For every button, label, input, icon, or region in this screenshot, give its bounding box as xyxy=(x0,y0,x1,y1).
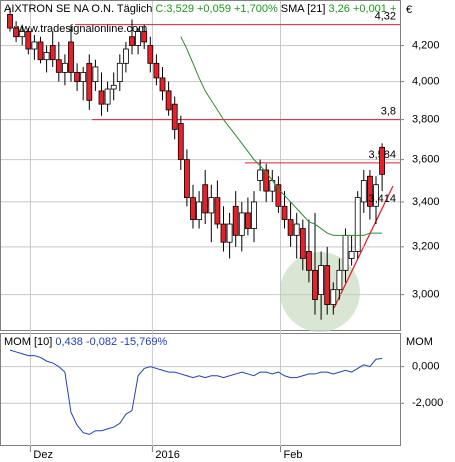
candle-body xyxy=(373,184,379,207)
candle-body xyxy=(318,265,325,296)
candle-body xyxy=(208,197,215,214)
candle-body xyxy=(135,31,142,46)
candle-body xyxy=(299,228,306,259)
candle-body xyxy=(244,212,251,229)
y-tick-label: 3,400 xyxy=(412,196,440,208)
sma-label: SMA [21] xyxy=(281,3,326,15)
candle-body xyxy=(312,269,318,300)
candle-body xyxy=(281,205,288,220)
candle-body xyxy=(379,146,386,175)
candle-body xyxy=(196,201,203,220)
level-label: 4,32 xyxy=(375,11,396,23)
title: AIXTRON SE NA O.N. Täglich xyxy=(4,3,152,15)
candle-body xyxy=(49,45,56,61)
candle-body xyxy=(43,52,50,61)
candle-body xyxy=(220,223,227,243)
x-tick-label: Feb xyxy=(284,449,303,461)
x-tick-label: Dez xyxy=(33,449,53,461)
candle-body xyxy=(348,251,355,259)
y-tick-label: 3,600 xyxy=(412,154,440,166)
candle-body xyxy=(202,184,209,214)
candle-body xyxy=(153,62,160,79)
candle-body xyxy=(159,77,166,92)
candle-body xyxy=(251,201,257,229)
candle-body xyxy=(342,234,349,271)
candle-body xyxy=(129,36,135,46)
mom-title: MOM [10] xyxy=(4,336,52,348)
y-tick-label: 3,000 xyxy=(412,289,440,301)
candle-body xyxy=(214,197,221,225)
level-label: 3,8 xyxy=(381,105,396,117)
y-tick-label: 3,200 xyxy=(412,241,440,253)
candle-body xyxy=(171,103,178,130)
candle-body xyxy=(336,269,343,291)
candle-body xyxy=(190,197,196,220)
candle-body xyxy=(31,41,38,50)
candle-body xyxy=(263,169,270,192)
y-tick-label: 4,000 xyxy=(412,76,440,88)
candle-body xyxy=(366,175,373,207)
candle-body xyxy=(104,88,111,105)
candle-body xyxy=(232,205,239,236)
candle-body xyxy=(92,66,99,83)
quote: C:3,529 +0,059 +1,700% xyxy=(155,3,278,15)
candle-body xyxy=(354,197,361,252)
mom-header: MOM [10] 0,438 -0,082 -15,769% xyxy=(4,336,167,348)
candle-body xyxy=(183,159,190,198)
candle-body xyxy=(37,41,44,61)
candle-body xyxy=(275,184,282,207)
candle-body xyxy=(80,72,87,83)
currency: € xyxy=(406,4,412,16)
candle-body xyxy=(147,45,154,64)
candle-body xyxy=(55,59,62,73)
series-line xyxy=(180,36,383,236)
candle-body xyxy=(74,72,80,83)
candle-body xyxy=(293,223,300,236)
trend-label: 3,414 xyxy=(368,193,396,205)
mom-axis-label: MOM xyxy=(406,336,433,348)
candle-body xyxy=(68,41,74,73)
candle-body xyxy=(86,62,93,101)
watermark: www.tradesignalonline.com xyxy=(13,23,147,35)
header: AIXTRON SE NA O.N. Täglich C:3,529 +0,05… xyxy=(4,3,396,15)
mom-panel xyxy=(0,333,401,446)
candle-body xyxy=(110,84,117,90)
candle-body xyxy=(330,289,337,305)
y-tick-label: -2,000 xyxy=(412,397,443,409)
y-tick-label: 0,000 xyxy=(412,361,440,373)
x-tick-label: 2016 xyxy=(155,449,179,461)
mom-quote: 0,438 -0,082 -15,769% xyxy=(55,336,167,348)
candle-body xyxy=(116,62,123,83)
series-line xyxy=(9,349,383,435)
candle-body xyxy=(123,48,129,64)
candle-body xyxy=(98,90,105,105)
candle-body xyxy=(141,31,148,43)
candle-body xyxy=(165,90,172,111)
candle-body xyxy=(257,169,264,181)
candle-body xyxy=(13,27,20,38)
candle-body xyxy=(226,223,233,243)
candle-body xyxy=(19,31,26,38)
candle-body xyxy=(177,123,184,161)
candle-body xyxy=(7,14,13,29)
candle-body xyxy=(62,62,68,73)
candle-body xyxy=(324,265,331,305)
candle-body xyxy=(305,251,312,271)
y-tick-label: 3,800 xyxy=(412,113,440,125)
candle-body xyxy=(287,219,294,236)
candle-body xyxy=(360,180,367,203)
candle-body xyxy=(25,31,32,50)
candle-body xyxy=(238,212,245,236)
sma-quote: 3,26 +0,001 + xyxy=(329,3,397,15)
y-tick-label: 4,200 xyxy=(412,39,440,51)
